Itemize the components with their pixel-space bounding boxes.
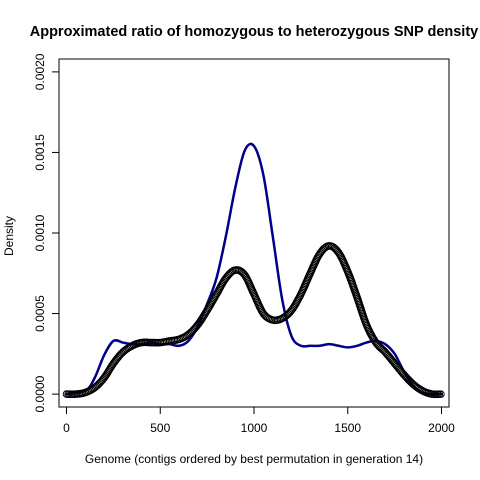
plot-frame [58, 58, 450, 408]
data-point [239, 270, 248, 278]
x-tick-label: 1500 [334, 421, 361, 435]
y-tick-label: 0.0015 [33, 134, 47, 171]
x-tick-label: 1000 [241, 421, 268, 435]
series-layer [62, 142, 445, 399]
y-tick-label: 0.0010 [33, 214, 47, 251]
x-tick-label: 2000 [428, 421, 455, 435]
series-points-1 [62, 242, 445, 399]
data-point [261, 312, 270, 321]
x-tick-label: 500 [150, 421, 170, 435]
chart-title: Approximated ratio of homozygous to hete… [30, 24, 478, 40]
x-axis-label: Genome (contigs ordered by best permutat… [85, 452, 423, 466]
data-point [437, 390, 445, 398]
y-tick-label: 0.0000 [33, 375, 47, 412]
x-tick-label: 0 [63, 421, 70, 435]
y-tick-label: 0.0020 [33, 53, 47, 90]
y-tick-label: 0.0005 [33, 295, 47, 332]
y-axis-label: Density [2, 216, 16, 256]
